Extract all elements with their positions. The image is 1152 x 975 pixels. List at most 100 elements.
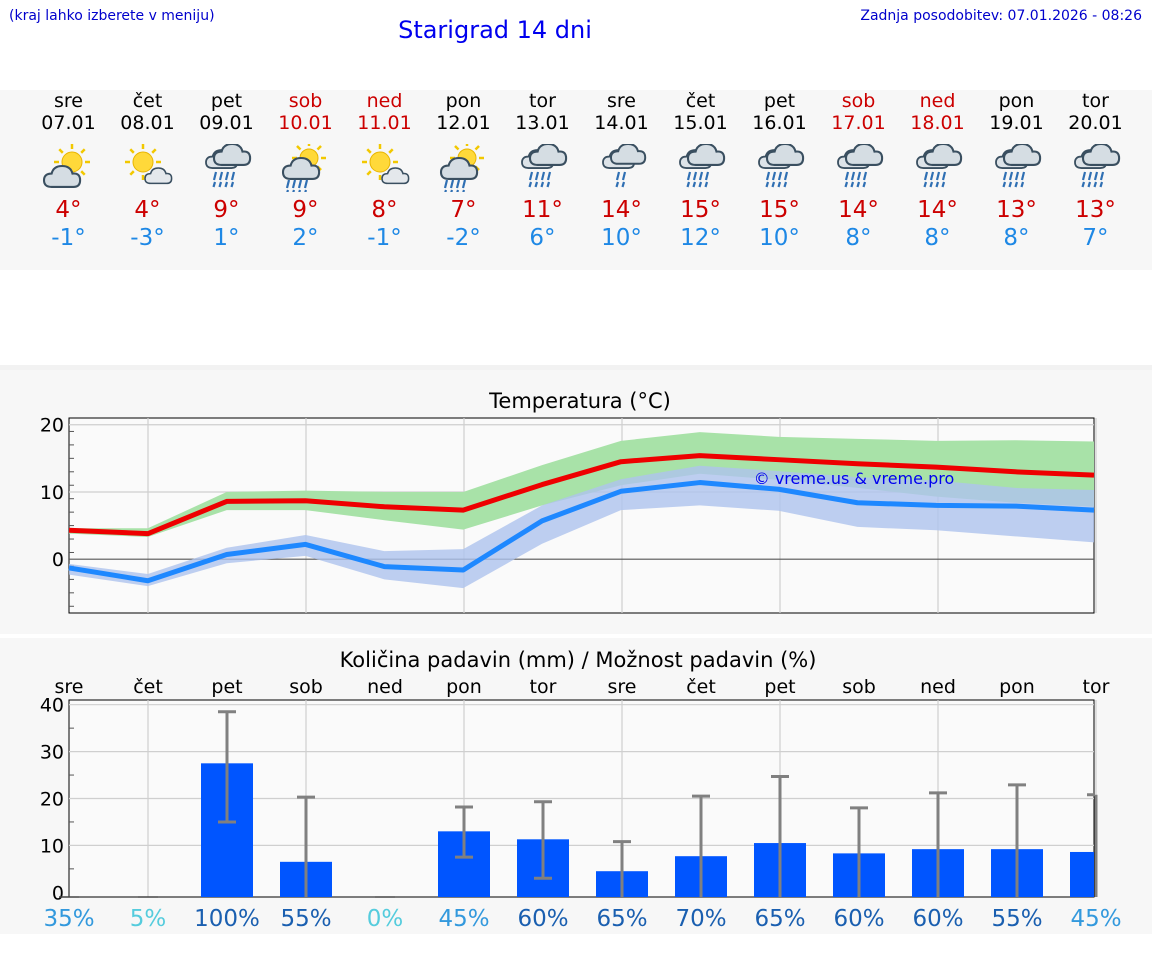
day-date: 08.01 xyxy=(120,112,175,134)
max-temperature: 7° xyxy=(450,197,477,223)
precipitation-probability: 45% xyxy=(438,906,489,932)
y-tick-label: 20 xyxy=(40,415,64,437)
day-column: sre 14.01 14° 10° xyxy=(582,90,661,252)
min-temperature: 10° xyxy=(759,225,800,251)
y-tick-label: 0 xyxy=(52,549,64,571)
last-updated: Zadnja posodobitev: 07.01.2026 - 08:26 xyxy=(860,8,1142,24)
category-label: ned xyxy=(367,676,403,698)
min-temperature: 8° xyxy=(845,225,872,251)
precipitation-probability: 60% xyxy=(833,906,884,932)
cloud-light-rain-icon xyxy=(601,144,646,188)
series-line-min xyxy=(68,480,1095,584)
sun-cloud-rain-icon xyxy=(439,144,484,192)
min-temperature: 12° xyxy=(680,225,721,251)
max-temperature: 15° xyxy=(759,197,800,223)
day-date: 15.01 xyxy=(673,112,728,134)
category-label: tor xyxy=(1083,676,1110,698)
day-column: tor 13.01 11° 6° xyxy=(503,90,582,252)
day-column: čet 15.01 15° 12° xyxy=(661,90,740,252)
day-name: sob xyxy=(288,90,323,112)
cloud-rain-icon xyxy=(204,144,251,188)
day-column: pet 16.01 15° 10° xyxy=(740,90,819,252)
max-temperature: 9° xyxy=(213,197,240,223)
max-temperature: 15° xyxy=(680,197,721,223)
day-name: pet xyxy=(763,90,796,112)
day-date: 19.01 xyxy=(989,112,1044,134)
page-title: Starigrad 14 dni xyxy=(398,16,592,44)
cloud-rain-icon xyxy=(678,144,725,188)
day-column: sob 17.01 14° 8° xyxy=(819,90,898,252)
min-temperature: 8° xyxy=(924,225,951,251)
chart-title: Temperatura (°C) xyxy=(488,389,671,413)
temperature-chart: Temperatura (°C) 20 10 0 © vreme.us & vreme.… xyxy=(0,389,1152,634)
min-temperature: 2° xyxy=(292,225,319,251)
min-temperature: 1° xyxy=(213,225,240,251)
cloud-rain-icon xyxy=(994,144,1041,188)
min-temperature: -1° xyxy=(367,225,402,251)
cloud-rain-icon xyxy=(1073,144,1120,188)
day-date: 13.01 xyxy=(515,112,570,134)
series-band-max xyxy=(69,432,1094,538)
category-label: tor xyxy=(530,676,557,698)
min-temperature: -2° xyxy=(446,225,481,251)
day-name: tor xyxy=(529,90,556,112)
max-temperature: 4° xyxy=(134,197,161,223)
day-column: sob 10.01 9° 2° xyxy=(266,90,345,252)
precipitation-probability: 45% xyxy=(1070,906,1121,932)
day-date: 16.01 xyxy=(752,112,807,134)
max-temperature: 13° xyxy=(1075,197,1116,223)
min-temperature: 10° xyxy=(601,225,642,251)
day-column: sre 07.01 4° -1° xyxy=(29,90,108,252)
day-name: sre xyxy=(54,90,83,112)
precipitation-probability: 100% xyxy=(194,906,260,932)
cloud-rain-icon xyxy=(915,144,962,188)
day-name: ned xyxy=(366,90,403,112)
max-temperature: 14° xyxy=(917,197,958,223)
day-date: 20.01 xyxy=(1068,112,1123,134)
day-name: ned xyxy=(919,90,956,112)
day-date: 11.01 xyxy=(357,112,412,134)
partly-cloudy-sun-icon xyxy=(42,144,90,188)
precipitation-probability: 5% xyxy=(130,906,167,932)
rain-bar xyxy=(1070,851,1094,897)
category-label: sob xyxy=(289,676,323,698)
category-label: sre xyxy=(55,676,84,698)
precipitation-probability: 55% xyxy=(280,906,331,932)
day-name: čet xyxy=(685,90,716,112)
category-label: pon xyxy=(999,676,1035,698)
day-name: pon xyxy=(445,90,482,112)
location-hint: (kraj lahko izberete v meniju) xyxy=(9,8,215,24)
day-column: pon 12.01 7° -2° xyxy=(424,90,503,252)
max-temperature: 4° xyxy=(55,197,82,223)
min-temperature: -1° xyxy=(51,225,86,251)
chart-title: Količina padavin (mm) / Možnost padavin … xyxy=(340,648,817,672)
cloud-rain-icon xyxy=(520,144,567,188)
precipitation-probability: 60% xyxy=(912,906,963,932)
precipitation-probability: 55% xyxy=(991,906,1042,932)
sun-small-cloud-icon xyxy=(361,144,409,185)
max-temperature: 8° xyxy=(371,197,398,223)
category-label: čet xyxy=(133,676,163,698)
precipitation-probability: 35% xyxy=(43,906,94,932)
y-tick-label: 10 xyxy=(40,482,64,504)
series-band-min xyxy=(69,465,1094,589)
min-temperature: 8° xyxy=(1003,225,1030,251)
precipitation-chart: Količina padavin (mm) / Možnost padavin … xyxy=(0,648,1152,934)
max-temperature: 11° xyxy=(522,197,563,223)
day-name: sre xyxy=(607,90,636,112)
max-temperature: 9° xyxy=(292,197,319,223)
category-label: pet xyxy=(764,676,795,698)
sun-small-cloud-icon xyxy=(124,144,172,185)
day-date: 14.01 xyxy=(594,112,649,134)
day-column: ned 11.01 8° -1° xyxy=(345,90,424,252)
day-name: sob xyxy=(841,90,876,112)
day-column: tor 20.01 13° 7° xyxy=(1056,90,1135,252)
precipitation-probability: 65% xyxy=(754,906,805,932)
day-column: pon 19.01 13° 8° xyxy=(977,90,1056,252)
day-date: 17.01 xyxy=(831,112,886,134)
min-temperature: -3° xyxy=(130,225,165,251)
day-date: 07.01 xyxy=(41,112,96,134)
y-tick-label: 0 xyxy=(52,882,64,904)
day-column: čet 08.01 4° -3° xyxy=(108,90,187,252)
